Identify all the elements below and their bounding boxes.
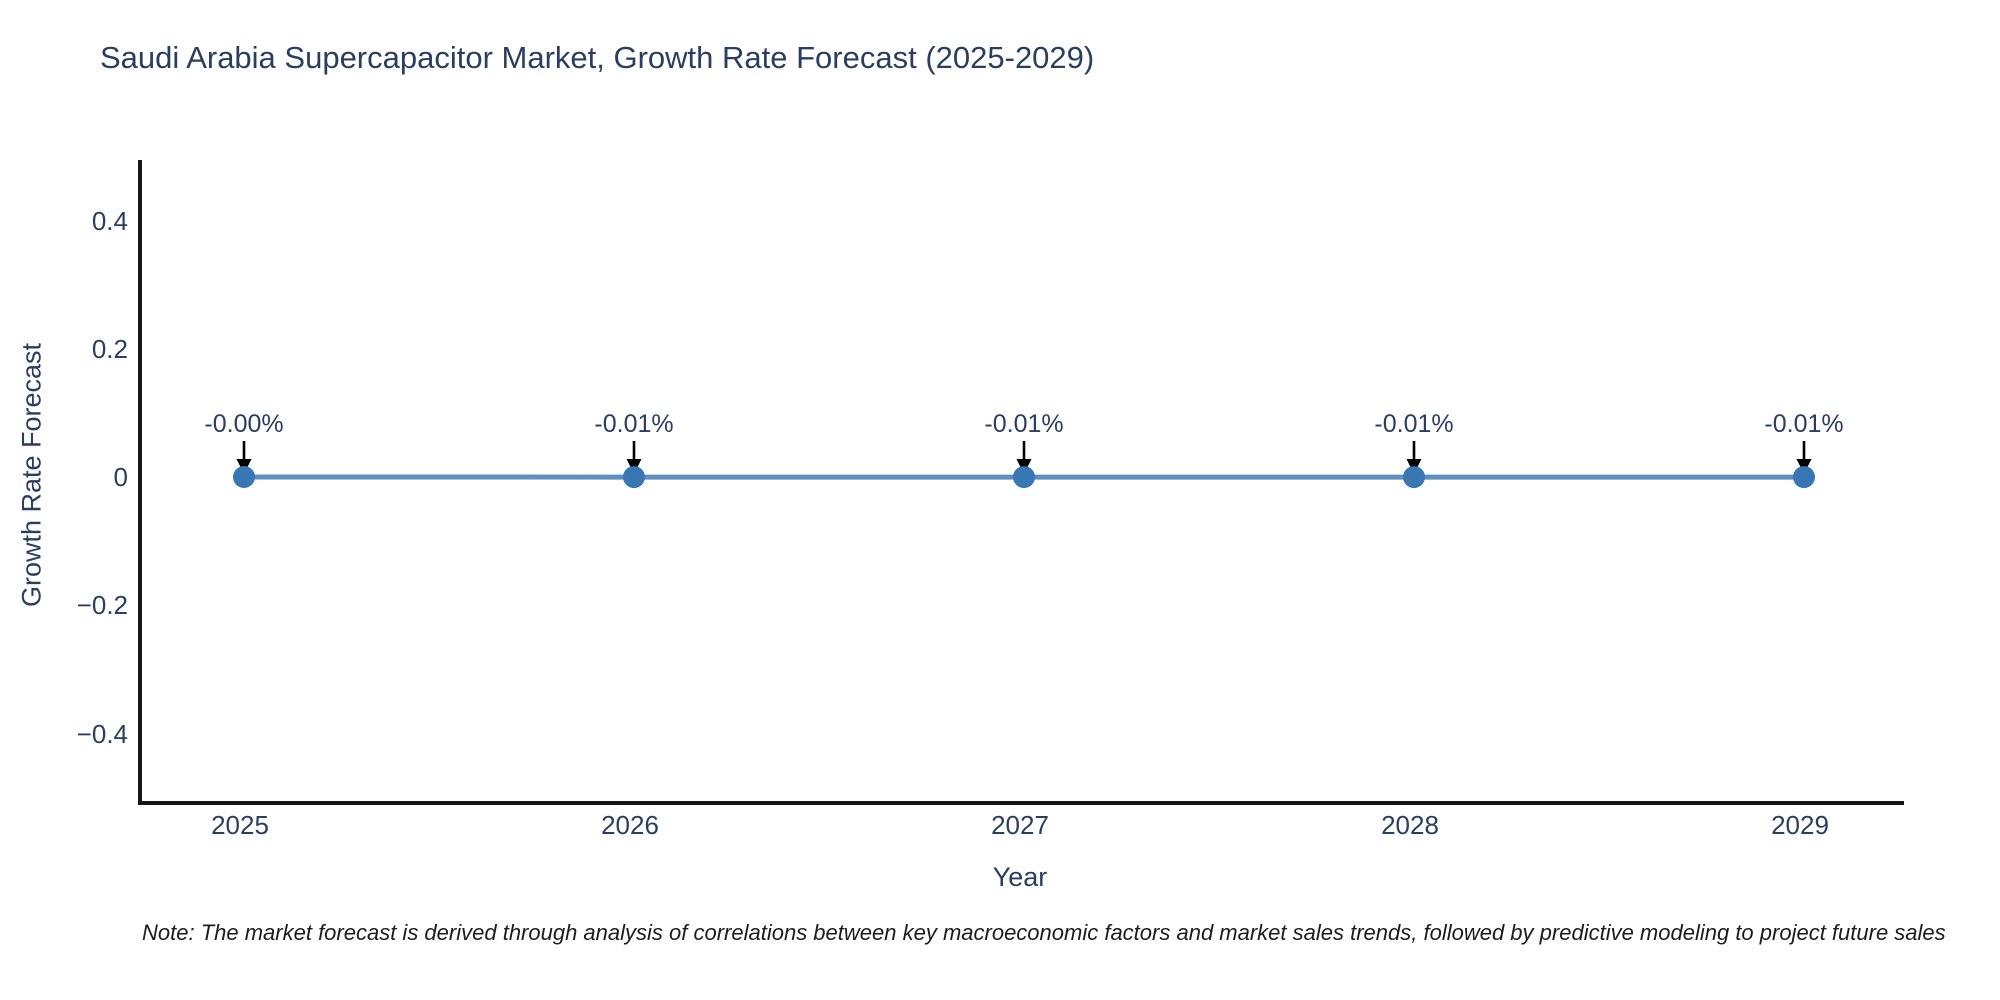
x-axis-title: Year <box>992 862 1048 892</box>
footnote: Note: The market forecast is derived thr… <box>142 920 1946 945</box>
point-annotation-label: -0.00% <box>204 410 283 438</box>
x-tick-label: 2025 <box>211 810 269 840</box>
x-tick-label: 2027 <box>991 810 1049 840</box>
data-point-marker <box>233 466 255 488</box>
y-tick-label: 0.2 <box>91 333 128 364</box>
point-annotation-label: -0.01% <box>984 410 1063 438</box>
y-tick-label: −0.2 <box>76 590 128 621</box>
point-annotation-label: -0.01% <box>594 410 673 438</box>
x-tick-label: 2028 <box>1381 810 1439 840</box>
x-tick-label: 2029 <box>1771 810 1829 840</box>
x-tick-label: 2026 <box>601 810 659 840</box>
point-annotation-label: -0.01% <box>1374 410 1453 438</box>
line-plot: -0.00% -0.01% -0.01% -0.01% -0.01% <box>204 410 1844 489</box>
data-point-marker <box>1793 466 1815 489</box>
point-annotation-label: -0.01% <box>1764 410 1843 438</box>
plot-area: -0.00% -0.01% -0.01% -0.01% -0.01% <box>138 160 1904 805</box>
data-point-marker <box>1403 466 1425 489</box>
y-tick-label: 0.4 <box>91 205 128 236</box>
data-point-marker <box>1013 466 1035 489</box>
chart-title: Saudi Arabia Supercapacitor Market, Grow… <box>100 40 1095 75</box>
y-tick-label: −0.4 <box>76 718 128 749</box>
data-point-marker <box>623 466 645 489</box>
y-tick-label: 0 <box>113 462 128 492</box>
